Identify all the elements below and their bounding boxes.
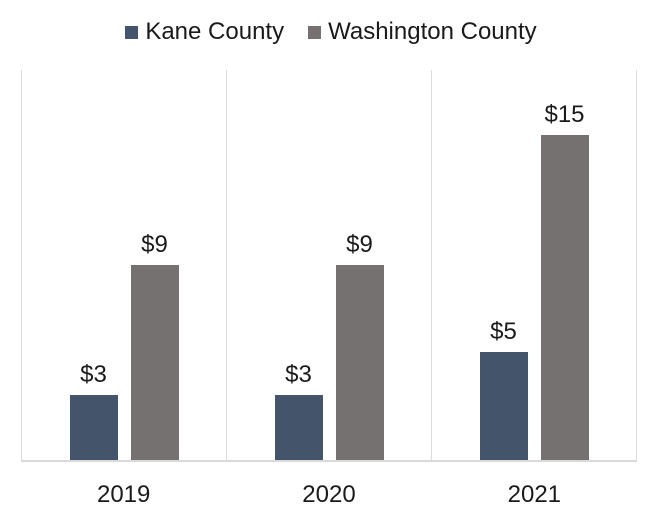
data-label: $9 (346, 231, 373, 258)
bar-washington-county-2021 (540, 135, 589, 460)
bar-group-washington-2020: $9 (335, 231, 384, 460)
x-axis-label-2021: 2021 (507, 481, 562, 508)
bar-group-kane-2019: $3 (69, 361, 118, 460)
x-axis-label-2019: 2019 (96, 481, 151, 508)
category-panel-2020: $3 $9 (226, 70, 431, 460)
legend-item-kane-county: Kane County (125, 18, 284, 46)
legend-swatch-icon (308, 25, 322, 39)
legend-label: Kane County (145, 18, 285, 45)
data-label: $3 (285, 361, 312, 388)
category-panel-2021: $5 $15 (431, 70, 637, 460)
bar-group-kane-2020: $3 (274, 361, 323, 460)
bar-kane-county-2019 (69, 395, 118, 460)
data-label: $15 (544, 101, 585, 128)
bar-group-washington-2021: $15 (540, 101, 589, 460)
category-panel-2019: $3 $9 (21, 70, 226, 460)
legend-label: Washington County (328, 18, 537, 45)
x-axis: 2019 2020 2021 (21, 481, 637, 509)
bar-group-kane-2021: $5 (479, 318, 528, 460)
bar-washington-county-2020 (335, 265, 384, 460)
plot-area: $3 $9 $3 $9 $5 $15 (21, 70, 637, 462)
data-label: $9 (141, 231, 168, 258)
chart-legend: Kane County Washington County (0, 18, 662, 46)
bar-kane-county-2020 (274, 395, 323, 460)
bar-group-washington-2019: $9 (130, 231, 179, 460)
data-label: $5 (490, 318, 517, 345)
data-label: $3 (80, 361, 107, 388)
legend-swatch-icon (125, 25, 139, 39)
bar-washington-county-2019 (130, 265, 179, 460)
x-axis-label-2020: 2020 (302, 481, 356, 508)
legend-item-washington-county: Washington County (308, 18, 537, 46)
bar-kane-county-2021 (479, 352, 528, 460)
